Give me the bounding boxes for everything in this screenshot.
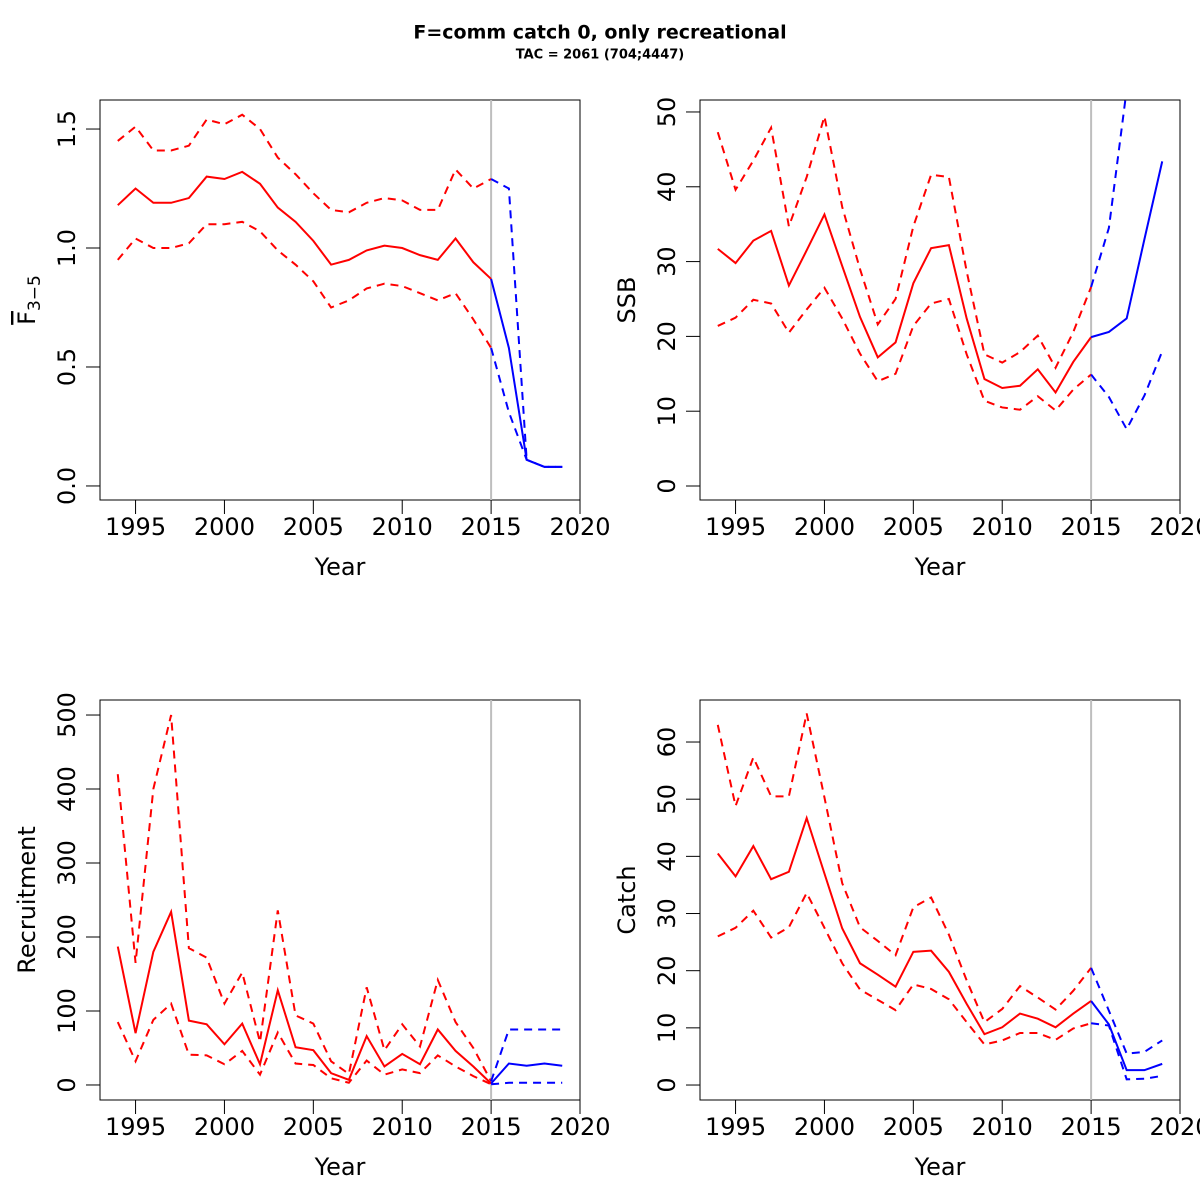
x-axis-label: Year bbox=[314, 553, 366, 581]
x-tick-label: 2000 bbox=[794, 513, 855, 541]
y-axis-label-main: Catch bbox=[613, 865, 641, 934]
x-tick-label: 1995 bbox=[705, 1113, 766, 1141]
x-tick-label: 2005 bbox=[883, 513, 944, 541]
x-tick-label: 2000 bbox=[194, 513, 255, 541]
y-tick-label: 100 bbox=[53, 988, 81, 1034]
x-tick-label: 1995 bbox=[105, 1113, 166, 1141]
y-tick-label: 0 bbox=[653, 478, 681, 493]
plot-frame bbox=[699, 699, 1181, 1101]
y-axis-label-main: Recruitment bbox=[13, 826, 41, 973]
series-line bbox=[717, 211, 1092, 395]
y-tick-label: 0 bbox=[653, 1077, 681, 1092]
panel: 1995 2000 2005 2010 2015 2020 0 100 200 300 400 500… bbox=[13, 692, 611, 1181]
y-tick-label: 30 bbox=[653, 246, 681, 277]
plot-frame bbox=[699, 99, 1181, 501]
series-line bbox=[1090, 1000, 1163, 1072]
y-axis-label-main: SSB bbox=[613, 277, 641, 324]
y-tick-label: 10 bbox=[653, 1013, 681, 1044]
x-tick-label: 2020 bbox=[1149, 1113, 1200, 1141]
x-axis-label: Year bbox=[914, 553, 966, 581]
x-tick-label: 2015 bbox=[461, 1113, 522, 1141]
figure-title: F=comm catch 0, only recreational bbox=[413, 22, 786, 44]
x-tick-label: 2020 bbox=[549, 1113, 610, 1141]
x-axis-label: Year bbox=[314, 1153, 366, 1181]
x-tick-label: 2005 bbox=[283, 1113, 344, 1141]
x-tick-label: 2015 bbox=[1061, 1113, 1122, 1141]
x-tick-label: 2015 bbox=[1061, 513, 1122, 541]
y-tick-label: 40 bbox=[653, 841, 681, 872]
series-line bbox=[717, 286, 1092, 412]
y-tick-label: 0 bbox=[53, 1077, 81, 1092]
y-tick-label: 50 bbox=[653, 97, 681, 128]
y-axis-label: F3−5 bbox=[13, 275, 45, 325]
x-tick-label: 1995 bbox=[705, 513, 766, 541]
y-axis-label: Catch bbox=[613, 865, 641, 934]
y-tick-label: 1.5 bbox=[53, 110, 81, 148]
x-tick-label: 2020 bbox=[1149, 513, 1200, 541]
y-tick-label: 20 bbox=[653, 321, 681, 352]
series-line bbox=[490, 347, 563, 468]
series-line bbox=[717, 890, 1092, 1046]
series-line bbox=[716, 116, 1093, 370]
series-line bbox=[1090, 100, 1127, 288]
y-tick-label: 60 bbox=[653, 727, 681, 758]
series-line bbox=[1090, 967, 1163, 1055]
y-tick-label: 200 bbox=[53, 914, 81, 960]
series-line bbox=[1090, 161, 1164, 339]
y-tick-label: 400 bbox=[53, 766, 81, 812]
series-line bbox=[490, 1062, 563, 1085]
x-tick-label: 2010 bbox=[972, 513, 1033, 541]
series-line bbox=[491, 1081, 563, 1086]
series-line bbox=[116, 714, 492, 1082]
y-tick-label: 50 bbox=[653, 784, 681, 815]
plot-frame bbox=[99, 99, 581, 501]
series-line bbox=[116, 1001, 492, 1086]
x-tick-label: 2020 bbox=[549, 513, 610, 541]
y-tick-label: 40 bbox=[653, 172, 681, 203]
y-tick-label: 0.5 bbox=[53, 348, 81, 386]
series-line bbox=[117, 170, 492, 280]
plot-frame bbox=[99, 699, 581, 1101]
x-tick-label: 2010 bbox=[372, 513, 433, 541]
series-line bbox=[117, 220, 492, 349]
y-tick-label: 300 bbox=[53, 840, 81, 886]
y-axis-label-main: F bbox=[13, 311, 41, 325]
x-axis-label: Year bbox=[914, 1153, 966, 1181]
y-tick-label: 10 bbox=[653, 396, 681, 427]
series-line bbox=[490, 278, 563, 468]
series-line bbox=[1090, 1022, 1163, 1081]
y-axis-label: SSB bbox=[613, 277, 641, 324]
y-tick-label: 0.0 bbox=[53, 467, 81, 505]
x-tick-label: 2000 bbox=[794, 1113, 855, 1141]
x-tick-label: 2015 bbox=[461, 513, 522, 541]
x-tick-label: 2000 bbox=[194, 1113, 255, 1141]
series-line bbox=[716, 713, 1092, 1024]
panel: 1995 2000 2005 2010 2015 2020 0 10 20 30 40 50 Year S… bbox=[613, 97, 1200, 581]
x-tick-label: 1995 bbox=[105, 513, 166, 541]
y-axis-label: Recruitment bbox=[13, 826, 41, 973]
y-tick-label: 30 bbox=[653, 898, 681, 929]
y-tick-label: 20 bbox=[653, 955, 681, 986]
series-line bbox=[716, 814, 1092, 1036]
x-tick-label: 2010 bbox=[972, 1113, 1033, 1141]
x-tick-label: 2005 bbox=[883, 1113, 944, 1141]
series-line bbox=[490, 1028, 563, 1082]
series-line bbox=[1090, 350, 1164, 432]
y-axis-label-sub: 3−5 bbox=[25, 275, 45, 311]
y-tick-label: 500 bbox=[53, 692, 81, 738]
x-tick-label: 2010 bbox=[372, 1113, 433, 1141]
series-line bbox=[117, 113, 492, 214]
y-tick-label: 1.0 bbox=[53, 229, 81, 267]
x-tick-label: 2005 bbox=[283, 513, 344, 541]
figure-subtitle: TAC = 2061 (704;4447) bbox=[516, 48, 685, 63]
panel: 1995 2000 2005 2010 2015 2020 0.0 0.5 1.0 1.5 Year… bbox=[13, 99, 611, 581]
series-line bbox=[116, 908, 492, 1085]
panel: 1995 2000 2005 2010 2015 2020 0 10 20 30 40 50 60 Yea… bbox=[613, 699, 1200, 1181]
